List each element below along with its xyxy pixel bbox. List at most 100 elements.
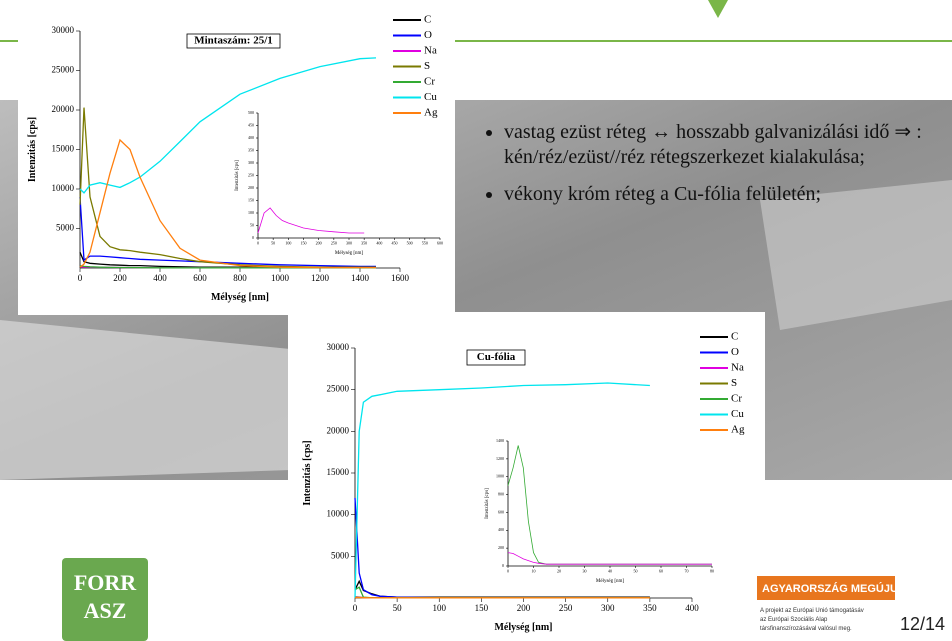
chart-title: Mintaszám: 25/1 (194, 35, 273, 47)
bullet: vastag ezüst réteg ↔ hosszabb galvanizál… (504, 120, 952, 170)
x-tick-label: 200 (316, 240, 322, 245)
x-tick-label: 100 (433, 603, 447, 613)
funding-text: A projekt az Európai Unió támogatásáv (760, 608, 864, 614)
y-axis-label: Intenzitás [cps] (235, 160, 240, 191)
y-tick-label: 5000 (56, 223, 75, 233)
y-tick-label: 25000 (52, 65, 75, 75)
chart-title: Cu-fólia (477, 351, 516, 363)
data-line (354, 382, 650, 599)
logo-text: ASZ (84, 598, 127, 623)
legend-label: Na (424, 45, 437, 57)
x-tick-label: 60 (659, 568, 663, 573)
x-tick-label: 0 (353, 603, 358, 613)
y-tick-label: 250 (248, 172, 254, 177)
legend-label: Ag (731, 424, 745, 436)
bullet: vékony króm réteg a Cu-fólia felületén; (504, 182, 952, 207)
x-tick-label: 500 (407, 240, 413, 245)
y-tick-label: 1000 (496, 474, 504, 479)
y-tick-label: 1400 (496, 438, 504, 443)
x-tick-label: 350 (361, 240, 367, 245)
x-tick-label: 250 (559, 603, 573, 613)
logo-text: FORR (74, 570, 137, 595)
y-tick-label: 1200 (496, 456, 504, 461)
x-tick-label: 0 (507, 568, 509, 573)
y-tick-label: 15000 (327, 467, 350, 477)
x-tick-label: 600 (193, 273, 207, 283)
y-tick-label: 600 (498, 509, 504, 514)
x-tick-label: 150 (301, 240, 307, 245)
page-number: 12/14 (900, 614, 945, 634)
y-tick-label: 30000 (52, 25, 75, 35)
data-line (257, 207, 365, 234)
x-tick-label: 1400 (351, 273, 370, 283)
x-axis-label: Mélység [nm] (596, 579, 625, 584)
photo-detail (0, 320, 300, 480)
y-tick-label: 400 (498, 527, 504, 532)
x-tick-label: 400 (376, 240, 382, 245)
header-marker (708, 0, 728, 18)
legend-label: C (424, 14, 431, 26)
legend-label: Cu (424, 91, 437, 103)
x-tick-label: 30 (583, 568, 587, 573)
chart-panel (288, 312, 765, 641)
photo-detail (760, 180, 952, 330)
legend-label: Cr (424, 76, 435, 88)
x-tick-label: 1200 (311, 273, 330, 283)
data-line (79, 57, 377, 194)
y-tick-label: 300 (248, 160, 254, 165)
y-tick-label: 50 (250, 222, 254, 227)
legend-label: Na (731, 362, 744, 374)
y-tick-label: 10000 (327, 509, 350, 519)
y-tick-label: 800 (498, 491, 504, 496)
x-tick-label: 250 (331, 240, 337, 245)
x-tick-label: 50 (393, 603, 403, 613)
y-tick-label: 20000 (327, 425, 350, 435)
x-tick-label: 1000 (271, 273, 290, 283)
y-tick-label: 5000 (331, 550, 350, 560)
legend-label: O (731, 346, 739, 358)
x-axis-label: Mélység [nm] (494, 622, 552, 633)
legend-label: S (424, 60, 430, 72)
x-tick-label: 800 (233, 273, 247, 283)
y-tick-label: 15000 (52, 144, 75, 154)
banner (757, 576, 895, 600)
y-tick-label: 100 (248, 210, 254, 215)
y-tick-label: 500 (248, 110, 254, 115)
y-tick-label: 0 (252, 235, 254, 240)
y-tick-label: 25000 (327, 384, 350, 394)
legend-label: Cr (731, 393, 742, 405)
x-tick-label: 10 (532, 568, 536, 573)
x-tick-label: 50 (634, 568, 638, 573)
x-tick-label: 300 (601, 603, 615, 613)
x-tick-label: 70 (685, 568, 689, 573)
legend-label: C (731, 331, 738, 343)
y-tick-label: 30000 (327, 342, 350, 352)
data-line (507, 552, 712, 565)
x-tick-label: 1600 (391, 273, 410, 283)
x-tick-label: 300 (346, 240, 352, 245)
funding-text: az Európai Szociális Alap (760, 617, 828, 623)
y-tick-label: 350 (248, 147, 254, 152)
x-tick-label: 400 (153, 273, 167, 283)
legend-label: S (731, 377, 737, 389)
legend-label: O (424, 29, 432, 41)
x-tick-label: 40 (608, 568, 612, 573)
data-line (79, 196, 376, 268)
x-tick-label: 0 (78, 273, 83, 283)
x-tick-label: 550 (422, 240, 428, 245)
y-tick-label: 20000 (52, 104, 75, 114)
x-tick-label: 100 (285, 240, 291, 245)
x-tick-label: 600 (437, 240, 443, 245)
bullet-list: vastag ezüst réteg ↔ hosszabb galvanizál… (462, 120, 952, 219)
x-tick-label: 400 (685, 603, 699, 613)
y-axis-label: Intenzitás [cps] (302, 440, 313, 505)
title-box (186, 33, 281, 49)
x-tick-label: 450 (392, 240, 398, 245)
y-tick-label: 200 (498, 545, 504, 550)
y-tick-label: 0 (502, 563, 504, 568)
x-tick-label: 350 (643, 603, 657, 613)
y-tick-label: 450 (248, 122, 254, 127)
legend-label: Cu (731, 408, 744, 420)
x-tick-label: 200 (113, 273, 127, 283)
